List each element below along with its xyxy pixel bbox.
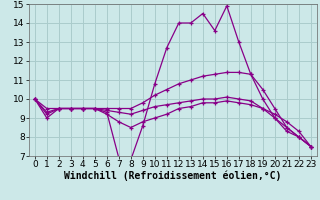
X-axis label: Windchill (Refroidissement éolien,°C): Windchill (Refroidissement éolien,°C) xyxy=(64,171,282,181)
